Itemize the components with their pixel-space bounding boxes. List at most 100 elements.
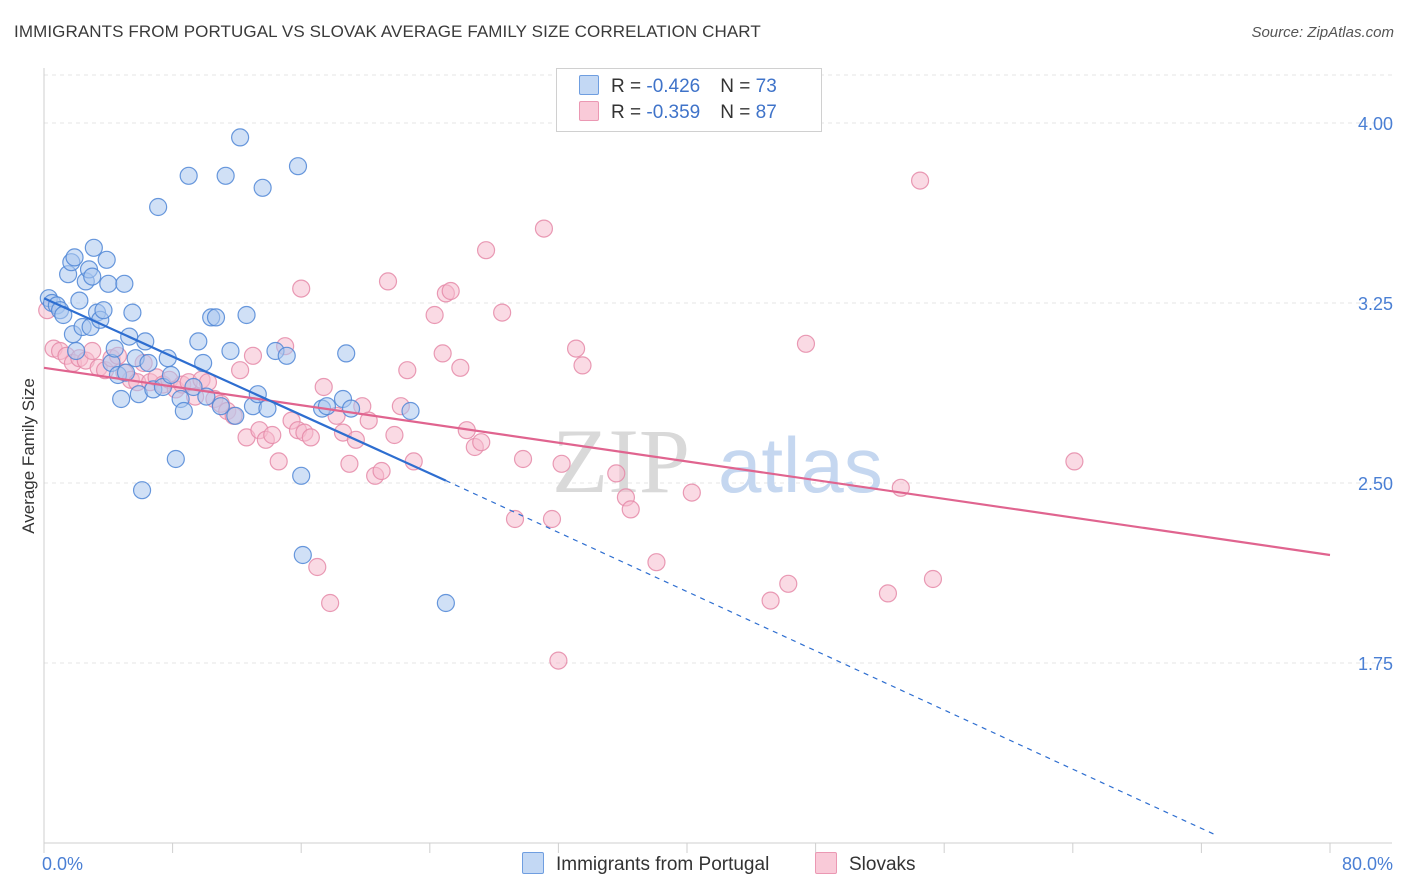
portugal-point	[194, 353, 213, 373]
slovaks-point	[441, 281, 460, 301]
slovaks-point	[1065, 452, 1084, 471]
portugal-point	[115, 274, 134, 293]
portugal-point	[226, 406, 245, 425]
portugal-point	[83, 267, 102, 286]
portugal-point	[317, 397, 337, 416]
slovaks-point	[404, 452, 423, 471]
stats-legend: R = -0.426 N = 73 R = -0.359 N = 87	[556, 68, 822, 132]
series-legend: Immigrants from Portugal Slovaks	[0, 852, 1406, 878]
legend-item-portugal: Immigrants from Portugal	[522, 852, 769, 876]
portugal-point	[174, 401, 193, 421]
legend-n-value: 73	[755, 76, 777, 97]
legend-swatch-portugal	[579, 75, 599, 95]
portugal-point	[189, 332, 208, 351]
slovaks-point	[425, 305, 444, 325]
portugal-point	[211, 397, 230, 416]
portugal-point	[277, 346, 296, 365]
slovaks-point	[796, 334, 816, 353]
portugal-point	[161, 365, 181, 385]
slovaks-point	[910, 171, 930, 190]
axes	[43, 68, 1392, 853]
slovaks-point	[308, 557, 327, 577]
portugal-point	[231, 128, 250, 147]
slovaks-point	[476, 241, 496, 260]
legend-label-portugal: Immigrants from Portugal	[556, 854, 770, 875]
portugal-point	[179, 166, 198, 185]
chart-source: Source: ZipAtlas.com	[1251, 24, 1394, 41]
legend-r-label: R =	[611, 76, 647, 97]
legend-n-label: N =	[720, 76, 756, 97]
slovaks-point	[621, 500, 640, 519]
legend-n-value: 87	[755, 102, 777, 123]
slovaks-point	[493, 303, 512, 322]
portugal-trend-line	[43, 297, 447, 482]
portugal-point	[293, 545, 312, 565]
portugal-point	[341, 399, 361, 418]
legend-label-slovaks: Slovaks	[849, 854, 916, 875]
slovaks-point	[378, 272, 398, 291]
slovaks-point	[340, 454, 359, 473]
portugal-point	[221, 341, 240, 361]
slovaks-point	[83, 341, 102, 361]
portugal-point	[139, 353, 158, 373]
slovaks-point	[647, 553, 666, 572]
x-tick-label: 0.0%	[42, 854, 83, 874]
slovaks-point	[566, 339, 586, 358]
slovaks-point	[878, 584, 898, 603]
slovaks-point	[372, 461, 391, 481]
slovaks-point	[549, 651, 568, 670]
x-tick-label: 80.0%	[1342, 854, 1393, 874]
portugal-point	[237, 305, 256, 325]
legend-swatch-portugal	[522, 852, 544, 874]
slovaks-point	[263, 425, 282, 445]
portugal-point	[116, 363, 136, 382]
slovaks-point	[269, 452, 288, 471]
x-tick-labels: 0.0% 80.0%	[42, 854, 1393, 874]
slovaks-point	[682, 483, 701, 502]
portugal-trend-extension	[445, 480, 1218, 837]
portugal-point	[292, 466, 311, 485]
y-tick-label: 4.00	[1358, 114, 1393, 134]
portugal-point	[94, 301, 113, 320]
portugal-point	[97, 250, 116, 269]
legend-item-slovaks: Slovaks	[815, 852, 916, 876]
portugal-point	[337, 344, 356, 363]
portugal-point	[123, 303, 142, 322]
portugal-point	[206, 308, 226, 327]
slovaks-point	[301, 428, 320, 447]
portugal-point	[166, 449, 185, 469]
slovaks-point	[761, 591, 780, 610]
portugal-point	[84, 238, 103, 257]
slovaks-point	[552, 454, 571, 473]
legend-swatch-slovaks	[579, 101, 599, 121]
slovaks-point	[505, 509, 525, 529]
slovaks-point	[542, 509, 562, 529]
trend-lines	[43, 297, 1331, 837]
slovaks-point	[779, 574, 798, 593]
portugal-point	[99, 274, 118, 293]
slovaks-point	[243, 346, 263, 365]
slovaks-point	[321, 593, 340, 613]
portugal-point	[67, 341, 86, 361]
legend-r-value: -0.426	[646, 76, 701, 97]
legend-r-label: R =	[611, 102, 647, 123]
slovaks-point	[923, 569, 943, 589]
slovaks-point	[385, 425, 404, 445]
slovaks-point	[573, 356, 592, 375]
watermark: ZIP atlas	[552, 410, 883, 512]
portugal-point	[288, 157, 308, 176]
portugal-point	[132, 481, 152, 500]
y-axis-label: Average Family Size	[19, 378, 38, 534]
slovaks-point	[231, 361, 250, 380]
portugal-point	[112, 389, 131, 409]
portugal-point	[401, 401, 420, 421]
portugal-points	[39, 128, 455, 613]
portugal-point	[149, 197, 168, 217]
y-tick-label: 1.75	[1358, 654, 1393, 674]
portugal-point	[105, 339, 124, 358]
slovaks-points	[38, 171, 1084, 670]
slovaks-trend-line	[43, 366, 1331, 557]
y-tick-label: 3.25	[1358, 294, 1393, 314]
legend-r-value: -0.359	[646, 102, 701, 123]
